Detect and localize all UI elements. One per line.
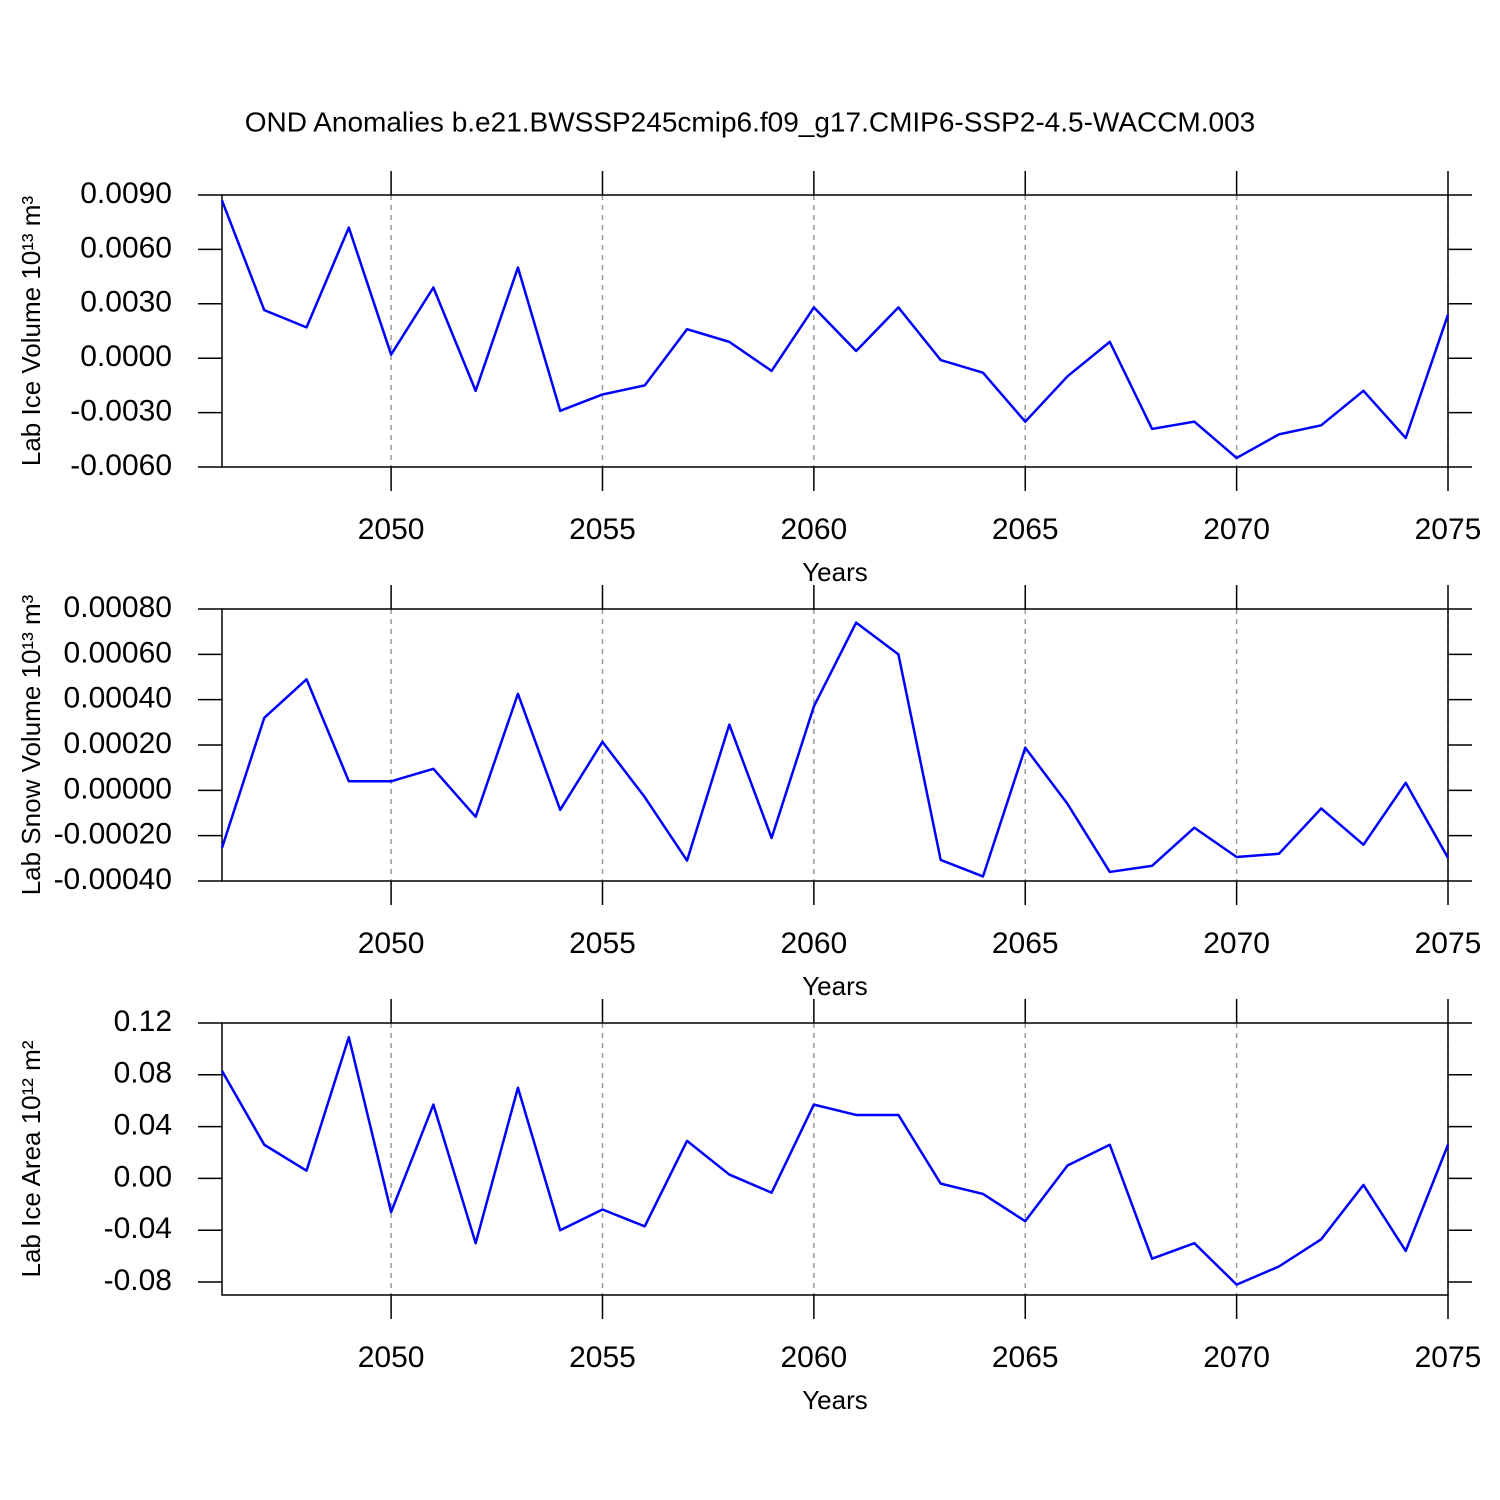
- x-tick-label: 2060: [780, 513, 847, 546]
- data-line: [220, 199, 1450, 460]
- y-tick-label: 0.08: [114, 1057, 172, 1090]
- plot-frame: [221, 194, 1449, 468]
- y-tick-label: 0.00: [114, 1160, 172, 1193]
- y-axis-label: Lab Ice Area 10¹² m²: [16, 1040, 46, 1277]
- x-tick-label: 2075: [1415, 513, 1482, 546]
- x-axis-label: Years: [802, 971, 868, 1001]
- y-tick-label: -0.0060: [70, 449, 172, 482]
- y-tick-label: -0.00020: [54, 818, 172, 851]
- y-tick-label: 0.04: [114, 1109, 172, 1142]
- y-axis-label: Lab Ice Volume 10¹³ m³: [16, 196, 46, 467]
- y-tick-label: 0.0090: [80, 177, 172, 210]
- y-tick-label: -0.04: [104, 1212, 172, 1245]
- x-tick-label: 2055: [569, 1341, 636, 1374]
- x-tick-label: 2055: [569, 927, 636, 960]
- y-tick-label: 0.00040: [64, 682, 172, 715]
- x-tick-label: 2075: [1415, 927, 1482, 960]
- y-axis-label: Lab Snow Volume 10¹³ m³: [16, 594, 46, 895]
- x-tick-label: 2060: [780, 1341, 847, 1374]
- y-tick-label: 0.0060: [80, 231, 172, 264]
- y-tick-label: -0.00040: [54, 863, 172, 896]
- y-tick-label: 0.00060: [64, 636, 172, 669]
- x-tick-label: 2070: [1203, 927, 1270, 960]
- x-tick-label: 2050: [358, 1341, 425, 1374]
- figure-title: OND Anomalies b.e21.BWSSP245cmip6.f09_g1…: [245, 106, 1256, 137]
- x-tick-label: 2065: [992, 1341, 1059, 1374]
- x-tick-label: 2065: [992, 513, 1059, 546]
- y-tick-label: 0.0030: [80, 286, 172, 319]
- x-tick-label: 2050: [358, 513, 425, 546]
- x-tick-label: 2055: [569, 513, 636, 546]
- x-tick-label: 2070: [1203, 1341, 1270, 1374]
- x-axis-label: Years: [802, 557, 868, 587]
- x-tick-label: 2060: [780, 927, 847, 960]
- data-line: [220, 1036, 1450, 1286]
- plot-frame: [221, 608, 1449, 882]
- x-axis-label: Years: [802, 1385, 868, 1415]
- y-tick-label: -0.08: [104, 1264, 172, 1297]
- y-tick-label: -0.0030: [70, 395, 172, 428]
- x-tick-label: 2050: [358, 927, 425, 960]
- y-tick-label: 0.00080: [64, 591, 172, 624]
- y-tick-label: 0.00000: [64, 772, 172, 805]
- y-tick-label: 0.00020: [64, 727, 172, 760]
- x-tick-label: 2075: [1415, 1341, 1482, 1374]
- plot-frame: [221, 1022, 1449, 1296]
- x-tick-label: 2070: [1203, 513, 1270, 546]
- y-tick-label: 0.12: [114, 1005, 172, 1038]
- x-tick-label: 2065: [992, 927, 1059, 960]
- y-tick-label: 0.0000: [80, 340, 172, 373]
- data-line: [220, 621, 1450, 878]
